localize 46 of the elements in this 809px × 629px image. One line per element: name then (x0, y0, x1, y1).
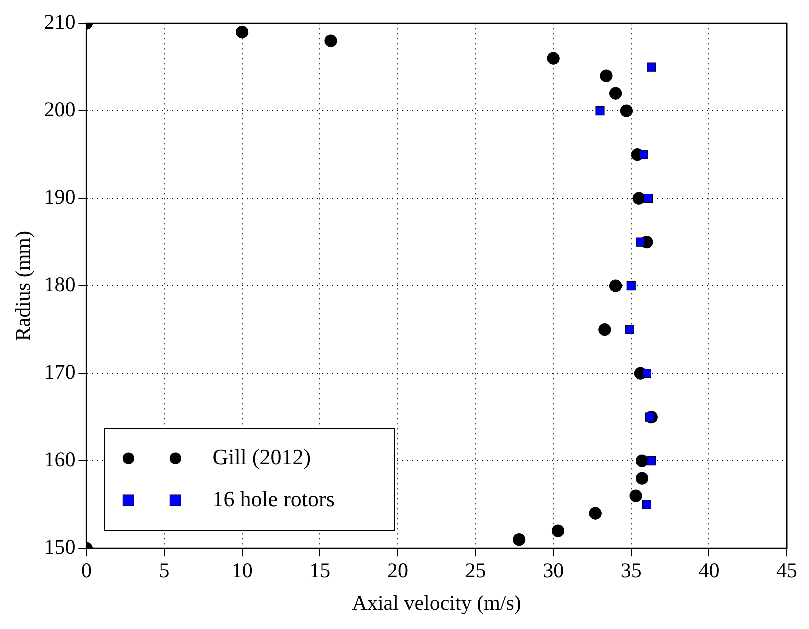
point (636, 472, 649, 485)
point (596, 106, 605, 116)
y-tick-label: 200 (44, 98, 76, 122)
x-tick-label: 10 (232, 558, 253, 583)
point (589, 507, 602, 520)
point (647, 456, 656, 466)
x-tick-label: 0 (81, 558, 92, 583)
point (642, 369, 652, 378)
legend-label: 16 hole rotors (212, 486, 335, 512)
point (625, 325, 634, 334)
y-tick-label: 180 (44, 272, 76, 297)
y-tick-label: 160 (44, 448, 76, 472)
point (598, 324, 612, 336)
point (642, 500, 652, 510)
point (636, 454, 649, 468)
point (632, 192, 646, 205)
y-axis-title: Radius (mm) (11, 230, 36, 342)
point (626, 282, 636, 291)
x-tick-label: 45 (776, 558, 798, 583)
x-tick-label: 25 (465, 558, 486, 583)
point (610, 87, 622, 100)
x-axis-title: Axial velocity (m/s) (352, 590, 522, 615)
y-tick-label: 150 (44, 535, 76, 560)
y-tick-label: 190 (44, 185, 76, 210)
point (630, 490, 642, 502)
point (644, 194, 654, 204)
point (647, 62, 656, 72)
point (236, 26, 249, 39)
x-tick-label: 20 (387, 558, 408, 583)
x-tick-label: 15 (310, 558, 331, 583)
x-tick-label: 30 (543, 558, 564, 583)
point (620, 104, 634, 118)
point (610, 280, 622, 292)
x-tick-label: 35 (620, 558, 642, 583)
point (639, 150, 648, 160)
x-tick-label: 40 (698, 558, 720, 583)
point (547, 52, 560, 65)
y-tick-label: 170 (44, 360, 76, 384)
point (600, 70, 613, 82)
point (324, 34, 338, 48)
point (513, 534, 526, 546)
legend-label: Gill (2012) (212, 444, 312, 470)
y-tick-label: 210 (44, 10, 76, 34)
x-tick-label: 5 (159, 558, 170, 583)
point (636, 238, 646, 247)
point (552, 524, 565, 538)
